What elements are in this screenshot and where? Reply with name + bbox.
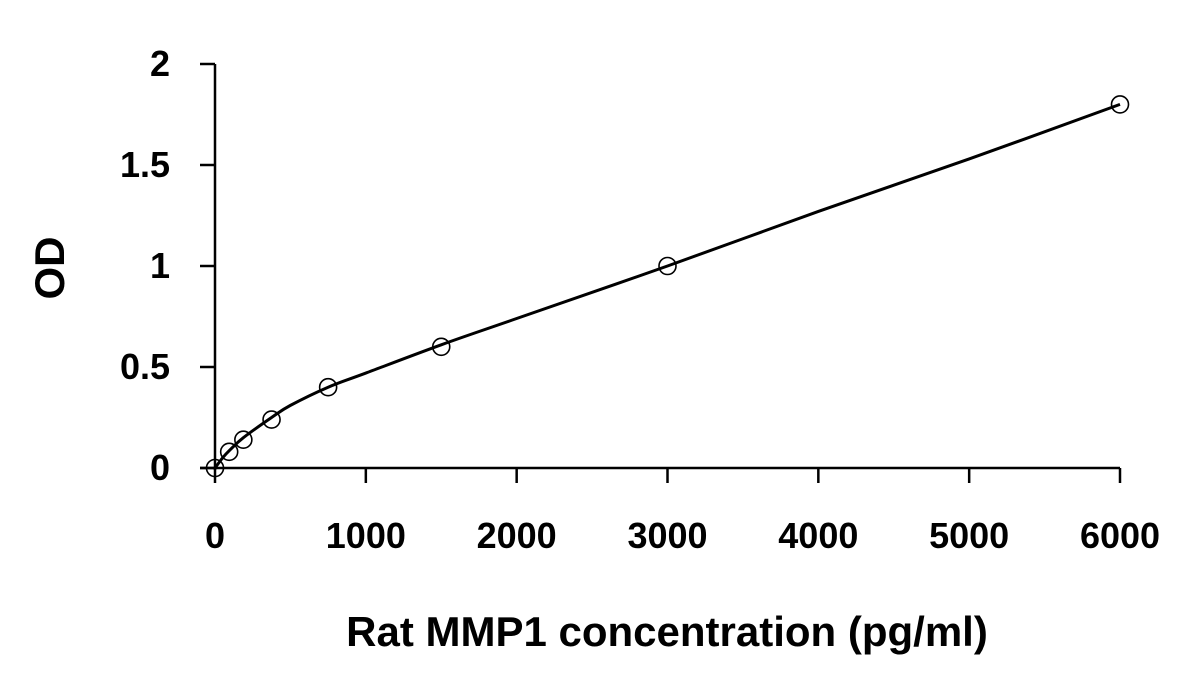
x-tick-label: 5000 bbox=[929, 515, 1009, 556]
data-point bbox=[234, 430, 253, 450]
data-point bbox=[262, 410, 281, 429]
x-tick-label: 3000 bbox=[627, 515, 707, 556]
x-tick-label: 4000 bbox=[778, 515, 858, 556]
x-tick-label: 6000 bbox=[1080, 515, 1160, 556]
x-tick-label: 0 bbox=[205, 515, 225, 556]
y-ticks: 0 0.5 1 1.5 2 bbox=[120, 43, 215, 488]
data-point bbox=[205, 458, 225, 478]
x-tick-label: 2000 bbox=[477, 515, 557, 556]
y-tick-label: 1.5 bbox=[120, 144, 170, 185]
fit-curve bbox=[213, 102, 1121, 469]
x-tick-label: 1000 bbox=[326, 515, 406, 556]
y-axis-title: OD bbox=[26, 237, 73, 300]
plot-area: 0 0.5 1 1.5 2 0 1000 2000 3000 4000 5000 6000 bbox=[120, 43, 1160, 556]
y-tick-label: 0.5 bbox=[120, 346, 170, 387]
data-points bbox=[205, 95, 1130, 478]
y-tick-label: 2 bbox=[150, 43, 170, 84]
data-point bbox=[658, 256, 677, 276]
data-point bbox=[431, 337, 451, 357]
y-tick-label: 0 bbox=[150, 447, 170, 488]
x-ticks: 0 1000 2000 3000 4000 5000 6000 bbox=[205, 468, 1160, 556]
data-point bbox=[318, 377, 338, 397]
y-tick-label: 1 bbox=[150, 245, 170, 286]
data-point bbox=[219, 442, 239, 462]
data-point bbox=[1110, 95, 1130, 114]
x-axis-title: Rat MMP1 concentration (pg/ml) bbox=[346, 608, 988, 655]
